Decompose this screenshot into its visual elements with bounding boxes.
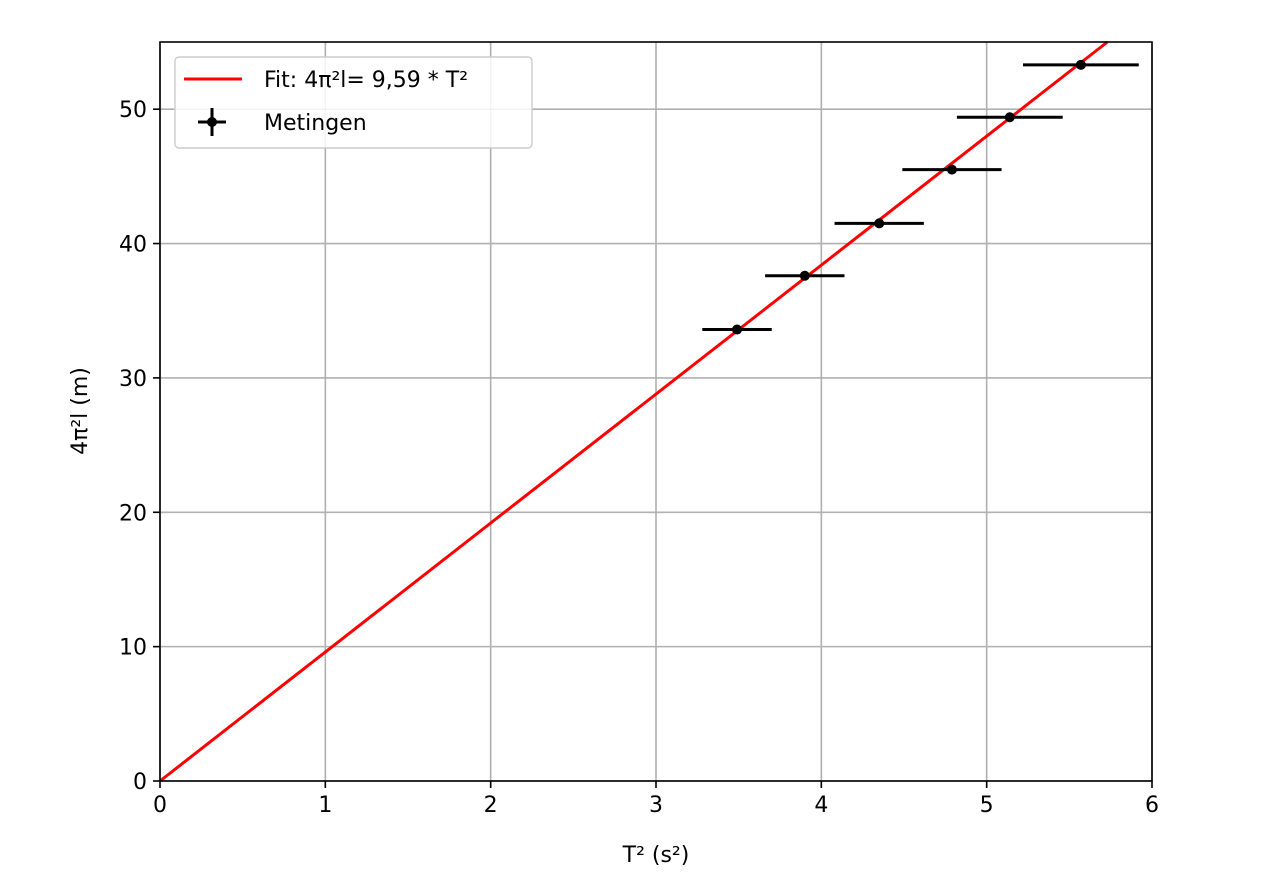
fit-line — [159, 40, 1109, 783]
x-axis: 0 1 2 3 4 5 6 — [153, 781, 1159, 818]
y-tick-label: 20 — [119, 501, 147, 526]
data-point-marker — [799, 270, 810, 281]
y-axis-label: 4π²l (m) — [68, 367, 93, 455]
y-tick-label: 50 — [119, 98, 147, 123]
data-point — [834, 218, 924, 229]
data-point-marker — [946, 164, 957, 175]
y-tick-label: 40 — [119, 233, 147, 258]
fit-layer — [159, 40, 1109, 783]
data-point-marker — [874, 218, 885, 229]
data-point-marker — [1075, 59, 1086, 70]
y-axis: 0 10 20 30 40 50 — [119, 98, 160, 795]
data-point — [1023, 59, 1139, 70]
legend-fit-label: Fit: 4π²l= 9,59 * T² — [264, 68, 468, 93]
y-tick-label: 0 — [133, 770, 147, 795]
legend-box — [174, 56, 533, 149]
data-point — [902, 164, 1002, 175]
y-tick-label: 30 — [119, 367, 147, 392]
legend-metingen-swatch — [198, 108, 226, 136]
x-tick-label: 5 — [980, 793, 994, 818]
points-layer — [702, 59, 1139, 335]
x-tick-label: 1 — [318, 793, 332, 818]
data-point — [765, 270, 845, 281]
x-tick-label: 0 — [153, 793, 167, 818]
data-point — [702, 324, 772, 335]
x-tick-label: 3 — [649, 793, 663, 818]
x-tick-label: 6 — [1145, 793, 1159, 818]
data-point-marker — [1004, 112, 1015, 123]
legend: Fit: 4π²l= 9,59 * T² Metingen — [174, 56, 533, 149]
x-tick-label: 2 — [484, 793, 498, 818]
legend-metingen-label: Metingen — [264, 111, 367, 136]
x-axis-label: T² (s²) — [622, 843, 690, 868]
x-tick-label: 4 — [814, 793, 828, 818]
data-point-marker — [732, 324, 743, 335]
data-point — [956, 112, 1063, 123]
y-tick-label: 10 — [119, 636, 147, 661]
